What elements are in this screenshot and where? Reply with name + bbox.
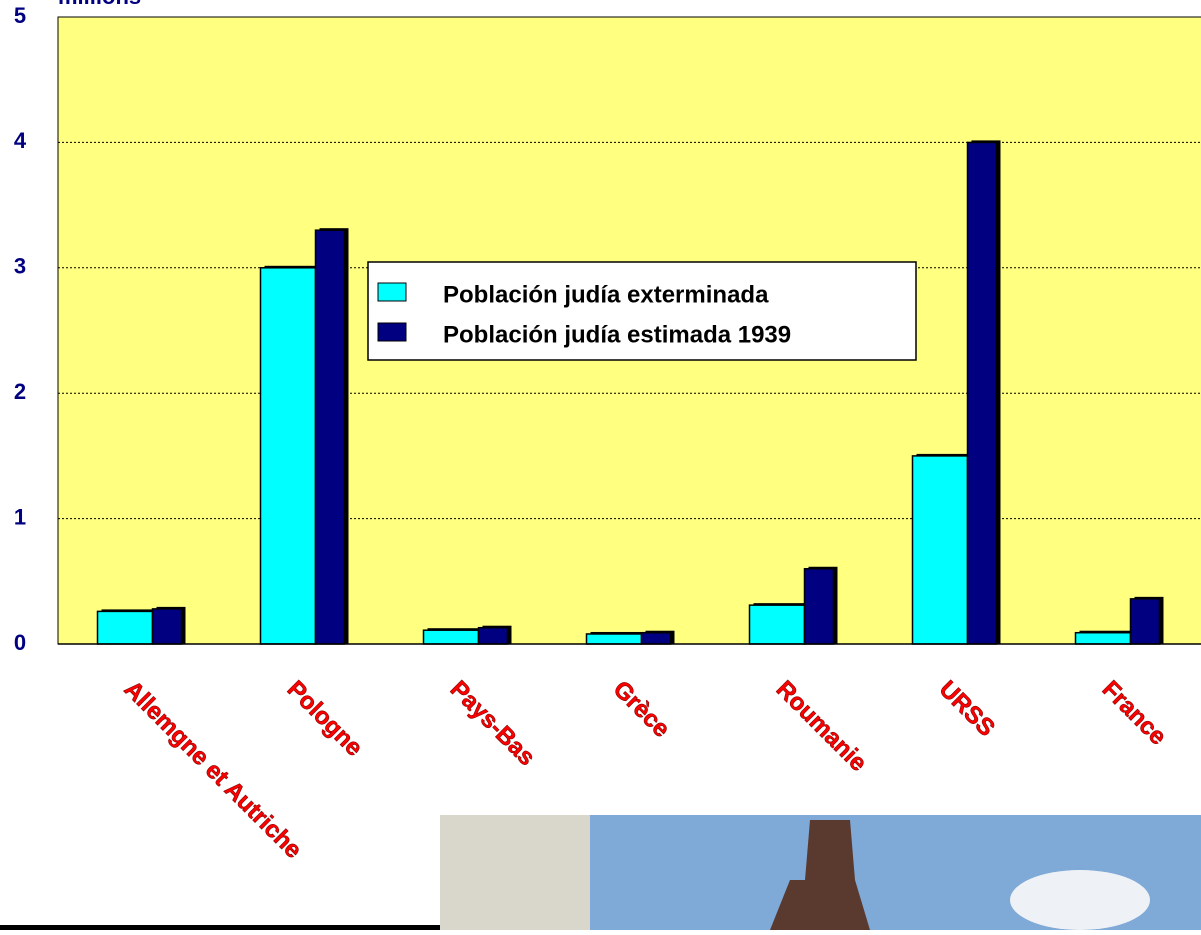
bar bbox=[640, 631, 672, 645]
legend-swatch bbox=[377, 282, 407, 302]
y-tick-label: 4 bbox=[14, 128, 27, 153]
bar bbox=[422, 629, 480, 645]
bar bbox=[966, 141, 998, 645]
legend-label: Población judía estimada 1939 bbox=[443, 321, 791, 348]
bar bbox=[803, 568, 835, 645]
bar bbox=[1129, 598, 1161, 645]
bar bbox=[748, 604, 806, 645]
bar bbox=[911, 455, 969, 645]
photo-tower bbox=[770, 820, 870, 930]
x-tick-label: URSS bbox=[934, 676, 1000, 742]
y-tick-label: 0 bbox=[14, 630, 26, 655]
bar bbox=[314, 229, 346, 645]
y-tick-label: 2 bbox=[14, 379, 26, 404]
bar bbox=[1074, 631, 1132, 645]
photo-building bbox=[440, 815, 590, 930]
x-tick-label: Pologne bbox=[282, 676, 368, 762]
x-tick-label: Roumanie bbox=[771, 676, 872, 777]
bottom-rule bbox=[0, 925, 440, 930]
legend-box bbox=[367, 261, 917, 361]
y-axis-label: millions bbox=[58, 0, 141, 9]
x-tick-label: France bbox=[1097, 676, 1172, 751]
bar bbox=[259, 267, 317, 645]
bar bbox=[477, 626, 509, 645]
photo-cloud bbox=[1010, 870, 1150, 930]
legend-swatch bbox=[377, 322, 407, 342]
bar bbox=[585, 633, 643, 645]
x-tick-label: Allemgne et Autriche bbox=[119, 676, 307, 864]
y-tick-label: 3 bbox=[14, 254, 26, 279]
bar bbox=[96, 610, 154, 645]
x-tick-label: Pays-Bas bbox=[445, 676, 541, 772]
y-tick-label: 5 bbox=[14, 3, 26, 28]
x-tick-label: Grèce bbox=[608, 676, 675, 743]
legend-label: Población judía exterminada bbox=[443, 281, 769, 308]
bar bbox=[151, 608, 183, 645]
y-tick-label: 1 bbox=[14, 504, 26, 529]
